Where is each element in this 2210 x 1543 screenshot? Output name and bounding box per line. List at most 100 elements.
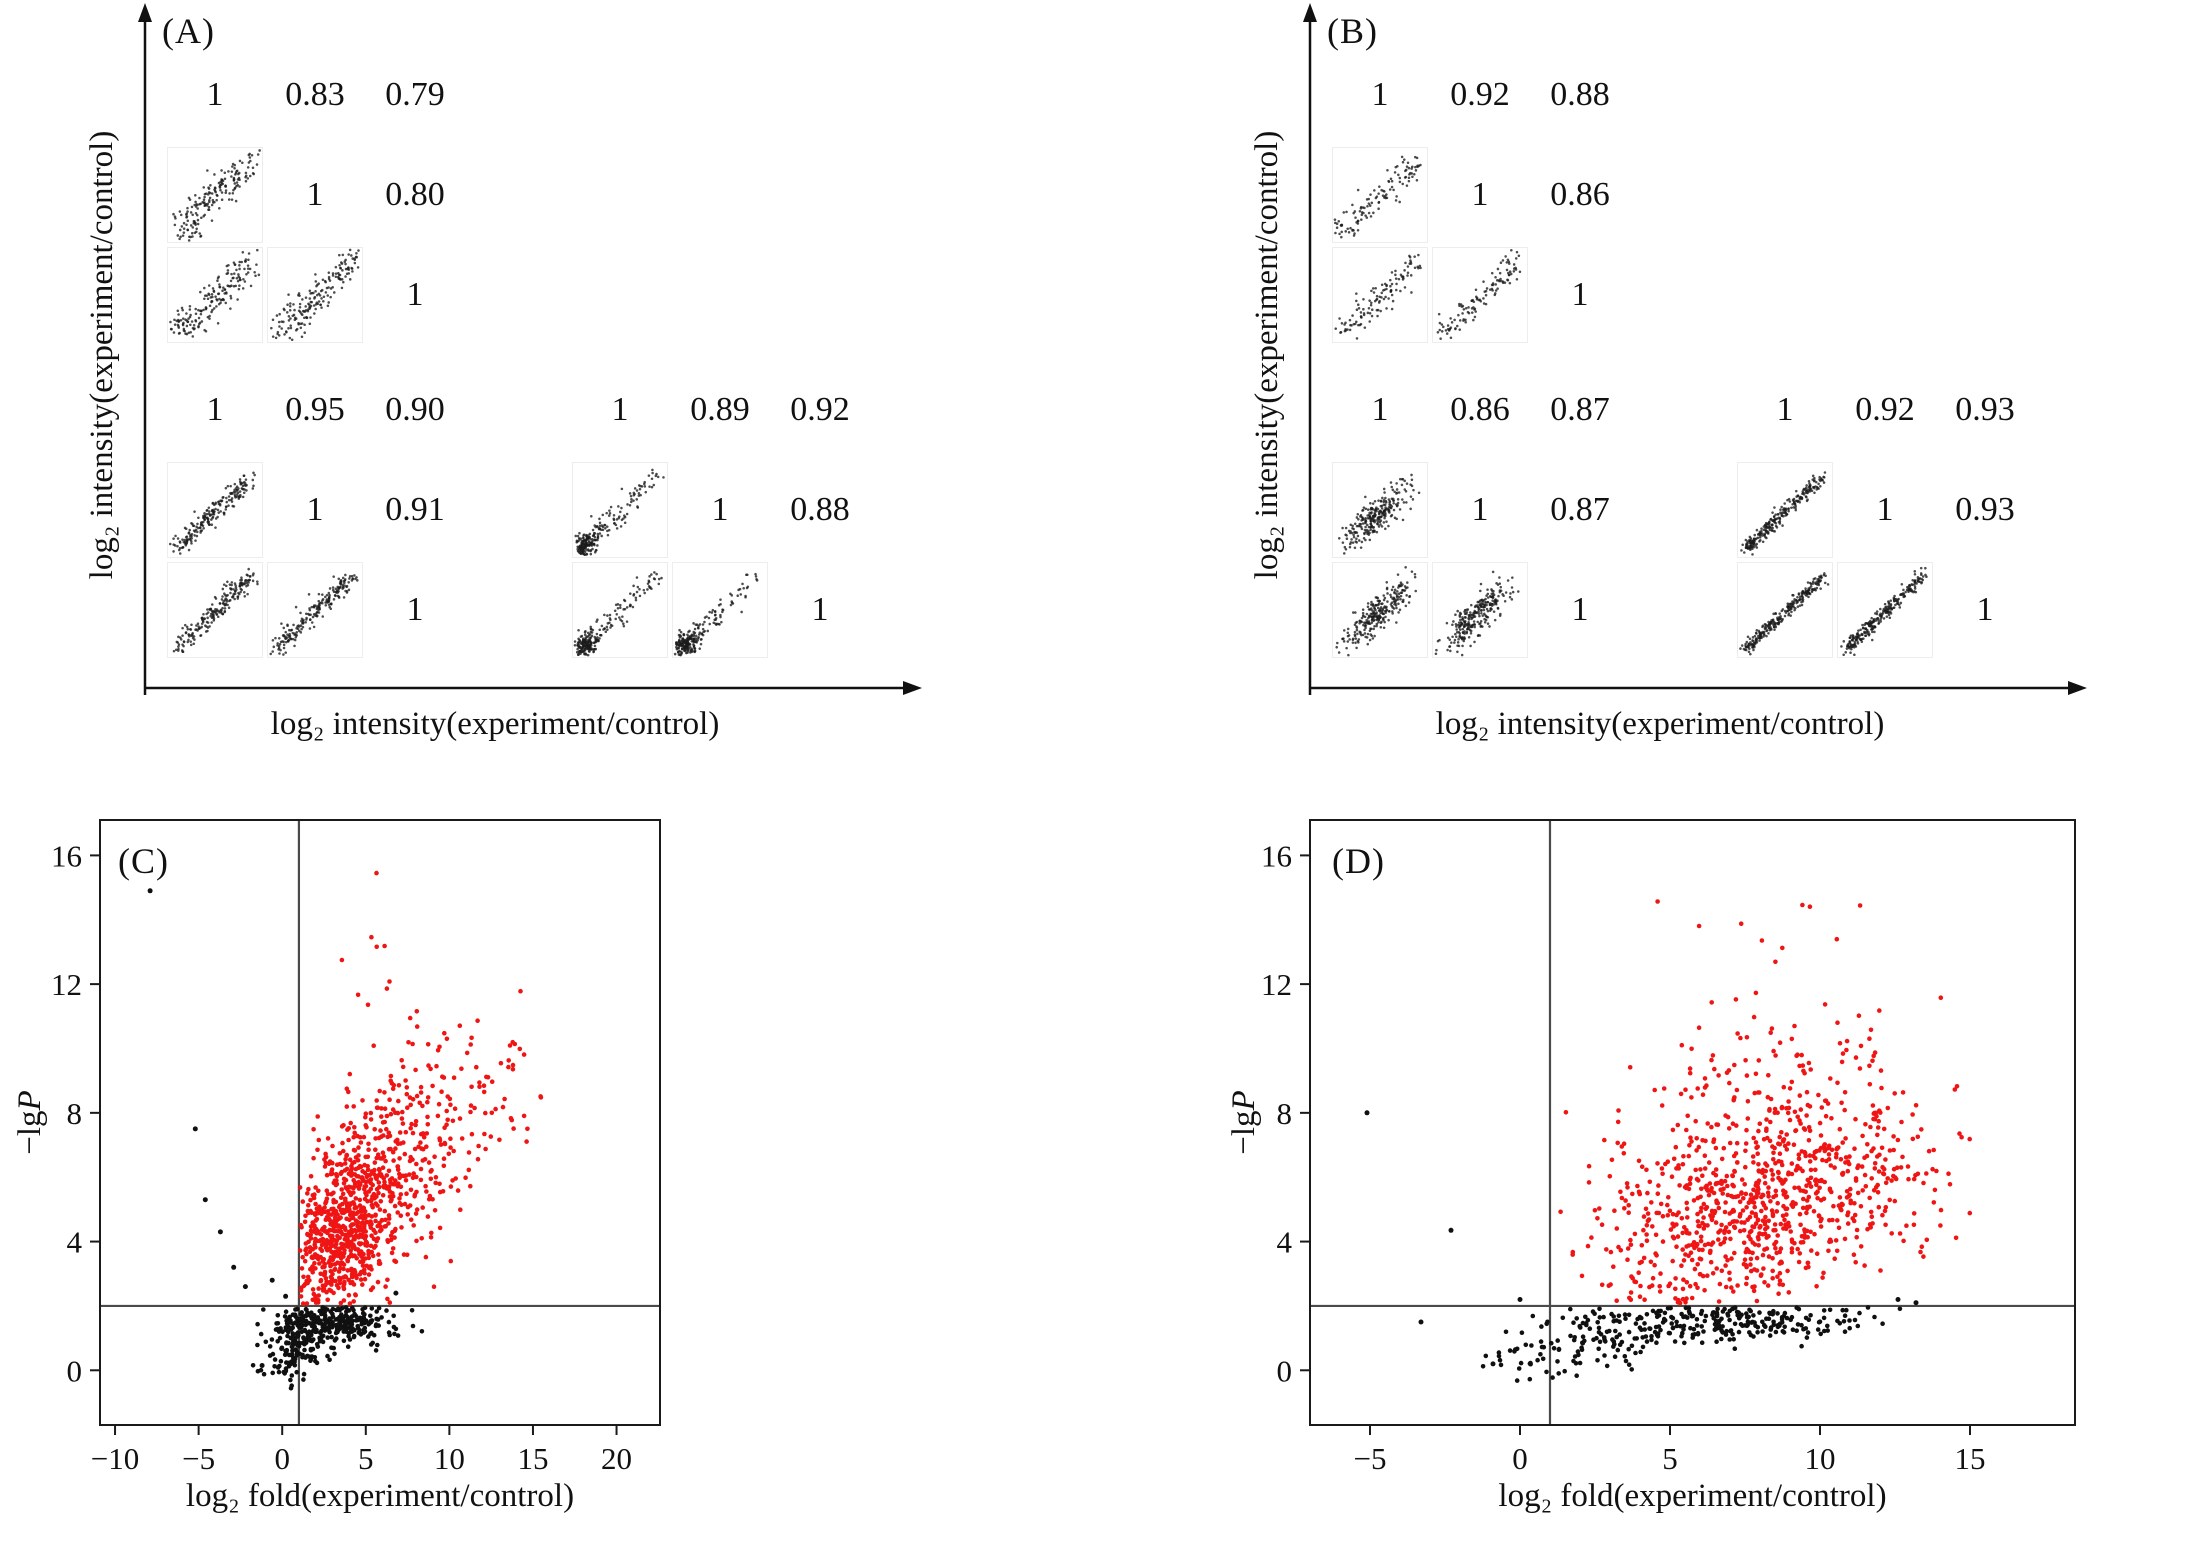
scatter-dot (1481, 600, 1485, 604)
scatter-dot (1396, 573, 1400, 576)
scatter-dot (1400, 477, 1404, 481)
scatter-dot (236, 298, 239, 301)
point-significant (341, 1148, 346, 1154)
scatter-dot (578, 544, 582, 547)
point-significant (333, 1199, 339, 1205)
scatter-dot (1783, 614, 1787, 618)
scatter-dot (190, 623, 193, 627)
point-significant (425, 1042, 431, 1047)
scatter-dot (1911, 578, 1914, 582)
point-significant (378, 1199, 384, 1204)
scatter-dot (690, 635, 693, 639)
scatter-dot (284, 630, 287, 634)
point-significant (354, 1275, 359, 1281)
scatter-dot (227, 606, 231, 610)
scatter-dot (1509, 592, 1512, 595)
scatter-dot (240, 576, 243, 579)
mini-scatter-plot (572, 462, 668, 558)
scatter-dot (660, 576, 663, 580)
scatter-dot (1762, 630, 1766, 634)
point-significant (363, 1123, 369, 1128)
scatter-dot (185, 539, 189, 543)
scatter-dot (615, 613, 619, 616)
scatter-dot (1361, 508, 1365, 512)
point-significant (374, 1186, 380, 1192)
scatter-dot (224, 185, 227, 188)
point-significant (346, 1205, 351, 1210)
scatter-dot (319, 303, 322, 307)
scatter-dot (590, 631, 594, 634)
scatter-dot (1411, 165, 1414, 169)
scatter-dot (230, 170, 234, 173)
point-significant (497, 1137, 502, 1143)
scatter-dot (1480, 611, 1483, 615)
scatter-dot (1769, 625, 1772, 629)
scatter-dot (293, 308, 296, 312)
scatter-dot (1469, 632, 1473, 635)
scatter-dot (338, 273, 342, 277)
scatter-dot (1796, 499, 1799, 503)
scatter-dot (602, 628, 605, 631)
scatter-dot (1384, 496, 1387, 500)
scatter-dot (184, 318, 187, 321)
scatter-dot (711, 608, 715, 612)
scatter-dot (1779, 508, 1782, 511)
scatter-dot (1896, 600, 1900, 604)
scatter-dot (1773, 506, 1776, 509)
scatter-dot (1456, 641, 1460, 644)
scatter-dot (1847, 642, 1850, 646)
scatter-dot (609, 623, 613, 627)
scatter-dot (338, 586, 342, 589)
mini-scatter-plot (1332, 247, 1428, 343)
scatter-dot (1765, 629, 1768, 633)
scatter-dot (1906, 585, 1909, 589)
point-significant (413, 1211, 419, 1216)
scatter-dot (688, 646, 692, 649)
scatter-dot (196, 522, 199, 526)
scatter-dot (1505, 261, 1509, 264)
scatter-dot (341, 576, 345, 580)
scatter-dot (284, 330, 288, 333)
point-significant (337, 1280, 343, 1286)
scatter-dot (249, 284, 253, 288)
scatter-dot (1363, 632, 1367, 635)
scatter-dot (1784, 510, 1787, 514)
scatter-dot (194, 318, 197, 322)
point-significant (335, 1233, 340, 1239)
scatter-dot (279, 648, 282, 652)
scatter-dot (589, 541, 593, 545)
correlation-value: 0.93 (1955, 391, 2015, 428)
scatter-dot (1917, 580, 1920, 583)
point-significant (317, 1238, 323, 1244)
scatter-dot (194, 221, 197, 225)
scatter-dot (1365, 523, 1369, 527)
scatter-dot (597, 527, 601, 531)
scatter-dot (692, 643, 695, 646)
scatter-dot (251, 579, 255, 583)
scatter-dot (1488, 603, 1492, 607)
scatter-dot (1463, 632, 1466, 635)
scatter-dot (191, 226, 195, 229)
scatter-dot (719, 613, 722, 617)
scatter-dot (1370, 600, 1373, 604)
scatter-dot (713, 618, 716, 622)
correlation-value: 1 (1776, 391, 1794, 428)
scatter-dot (1805, 484, 1808, 487)
scatter-dot (1482, 280, 1485, 283)
point-significant (361, 1205, 366, 1210)
scatter-dot (1353, 630, 1357, 634)
scatter-dot (300, 312, 303, 315)
scatter-dot (217, 302, 221, 306)
scatter-dot (1342, 629, 1346, 632)
point-significant (332, 1228, 337, 1234)
scatter-dot (1355, 646, 1358, 650)
scatter-dot (623, 607, 627, 611)
scatter-dot (1464, 306, 1468, 310)
point-significant (366, 1141, 371, 1147)
scatter-dot (694, 623, 698, 626)
scatter-dot (1393, 171, 1397, 174)
scatter-dot (229, 279, 233, 283)
point-significant (373, 1201, 379, 1206)
scatter-dot (1379, 309, 1382, 313)
